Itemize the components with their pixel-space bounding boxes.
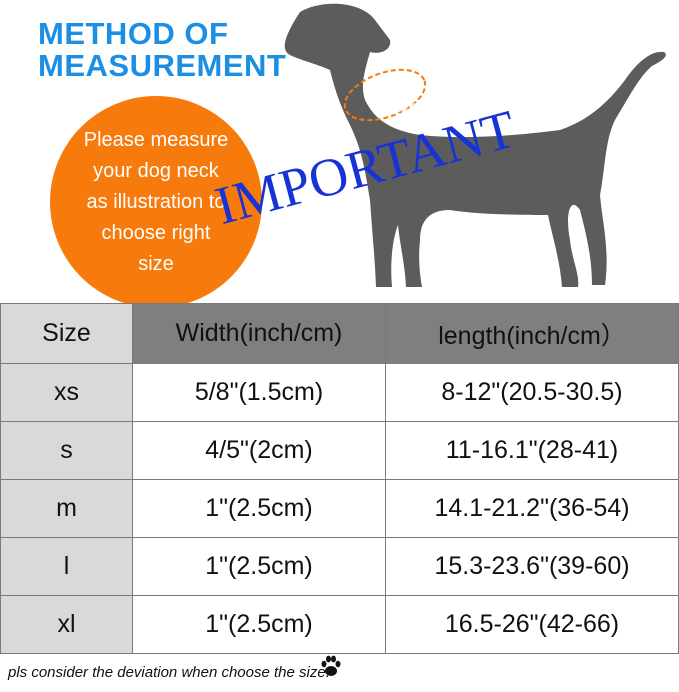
- size-cell: s: [0, 421, 133, 480]
- paw-icon: [321, 655, 341, 676]
- size-cell: xl: [0, 595, 133, 654]
- header-length: length(inch/cm）: [385, 303, 679, 364]
- header-size: Size: [0, 303, 133, 364]
- header-width: Width(inch/cm): [132, 303, 386, 364]
- size-cell: l: [0, 537, 133, 596]
- width-cell: 4/5"(2cm): [132, 421, 386, 480]
- title-line1: METHOD OF: [38, 16, 229, 51]
- length-cell: 11-16.1"(28-41): [385, 421, 679, 480]
- table-header: Size Width(inch/cm) length(inch/cm）: [0, 303, 679, 364]
- size-table: Size Width(inch/cm) length(inch/cm） xs 5/…: [0, 303, 679, 654]
- dog-silhouette: NECK: [284, 3, 666, 288]
- table-row: xs 5/8"(1.5cm) 8-12"(20.5-30.5): [0, 363, 679, 422]
- table-row: l 1"(2.5cm) 15.3-23.6"(39-60): [0, 537, 679, 596]
- length-cell: 14.1-21.2"(36-54): [385, 479, 679, 538]
- length-cell: 8-12"(20.5-30.5): [385, 363, 679, 422]
- title-line2: MEASUREMENT: [38, 48, 287, 83]
- width-cell: 1"(2.5cm): [132, 479, 386, 538]
- length-cell: 15.3-23.6"(39-60): [385, 537, 679, 596]
- instruction-circle: Please measure your dog neck as illustra…: [50, 96, 262, 308]
- table-row: s 4/5"(2cm) 11-16.1"(28-41): [0, 421, 679, 480]
- size-cell: xs: [0, 363, 133, 422]
- instruction-text: Please measure your dog neck as illustra…: [83, 128, 229, 275]
- table-row: m 1"(2.5cm) 14.1-21.2"(36-54): [0, 479, 679, 538]
- deviation-note: pls consider the deviation when choose t…: [8, 664, 330, 681]
- width-cell: 1"(2.5cm): [132, 537, 386, 596]
- size-cell: m: [0, 479, 133, 538]
- width-cell: 1"(2.5cm): [132, 595, 386, 654]
- table-row: xl 1"(2.5cm) 16.5-26"(42-66): [0, 595, 679, 654]
- title: METHOD OF MEASUREMENT: [38, 18, 286, 82]
- length-cell: 16.5-26"(42-66): [385, 595, 679, 654]
- width-cell: 5/8"(1.5cm): [132, 363, 386, 422]
